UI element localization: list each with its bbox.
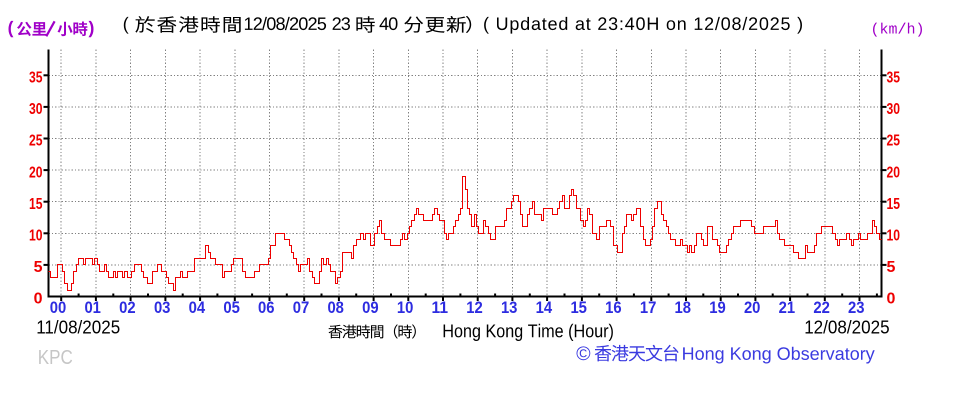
- svg-text:01: 01: [84, 298, 101, 317]
- svg-text:5: 5: [887, 259, 896, 276]
- svg-text:35: 35: [887, 70, 901, 87]
- svg-text:KPC: KPC: [38, 347, 73, 369]
- svg-text:12: 12: [466, 298, 483, 317]
- svg-text:19: 19: [709, 298, 726, 317]
- svg-text:22: 22: [813, 298, 830, 317]
- svg-text:35: 35: [29, 70, 43, 87]
- svg-text:0: 0: [887, 291, 896, 308]
- svg-text:13: 13: [501, 298, 518, 317]
- svg-text:15: 15: [887, 196, 901, 213]
- svg-text:02: 02: [119, 298, 136, 317]
- svg-text:25: 25: [887, 133, 901, 150]
- svg-text:10: 10: [887, 228, 901, 245]
- svg-text:25: 25: [29, 133, 43, 150]
- svg-text:23: 23: [848, 298, 865, 317]
- svg-text:16: 16: [605, 298, 622, 317]
- svg-text:15: 15: [570, 298, 587, 317]
- svg-text:30: 30: [29, 101, 43, 118]
- svg-text:11: 11: [432, 298, 449, 317]
- svg-text:09: 09: [362, 298, 379, 317]
- svg-text:11/08/2025: 11/08/2025: [36, 317, 120, 338]
- svg-text:20: 20: [29, 164, 43, 181]
- svg-text:0: 0: [34, 291, 43, 308]
- svg-text:07: 07: [293, 298, 310, 317]
- svg-text:04: 04: [189, 298, 206, 317]
- svg-text:30: 30: [887, 101, 901, 118]
- svg-text:08: 08: [327, 298, 344, 317]
- svg-text:12/08/2025: 12/08/2025: [804, 317, 889, 338]
- svg-text:5: 5: [34, 259, 43, 276]
- svg-text:20: 20: [744, 298, 761, 317]
- svg-text:20: 20: [887, 164, 901, 181]
- svg-text:14: 14: [536, 298, 553, 317]
- svg-text:21: 21: [779, 298, 796, 317]
- svg-text:00: 00: [50, 298, 67, 317]
- svg-text:03: 03: [154, 298, 171, 317]
- svg-text:18: 18: [675, 298, 692, 317]
- svg-text:05: 05: [223, 298, 240, 317]
- svg-text:06: 06: [258, 298, 275, 317]
- svg-text:10: 10: [397, 298, 414, 317]
- svg-text:15: 15: [29, 196, 43, 213]
- svg-text:10: 10: [29, 228, 43, 245]
- svg-text:17: 17: [640, 298, 657, 317]
